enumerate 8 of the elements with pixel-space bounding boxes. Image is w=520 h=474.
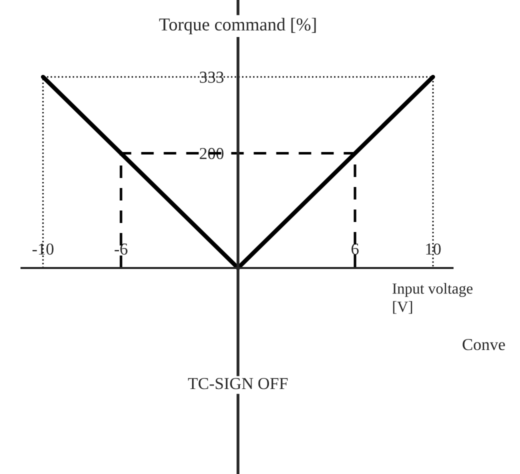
annotation: TC-SIGN OFF	[188, 378, 288, 390]
x-tick-label: -10	[32, 243, 54, 255]
y-axis-title: Torque command [%]	[159, 18, 316, 34]
y-tick-label: 333	[200, 72, 224, 83]
x-tick-label: 10	[426, 243, 441, 255]
text: Conve	[462, 338, 505, 350]
x-tick-label: -6	[114, 244, 128, 255]
x-axis-title: Input voltage [V]	[392, 283, 473, 314]
